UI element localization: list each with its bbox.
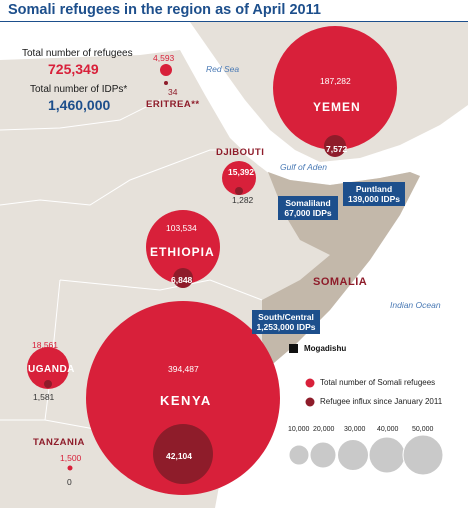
idp-box-somaliland: Somaliland 67,000 IDPs xyxy=(278,196,338,220)
scale-label-40000: 40,000 xyxy=(377,426,399,433)
kenya-influx: 42,104 xyxy=(166,451,192,461)
ethiopia-influx-circle xyxy=(173,268,193,288)
idp-value: 67,000 IDPs xyxy=(284,208,332,218)
scale-circle-40000 xyxy=(368,436,406,474)
scale-circle-20000 xyxy=(309,441,337,469)
yemen-name: YEMEN xyxy=(313,100,361,114)
uganda-influx: 1,581 xyxy=(33,392,55,402)
tanzania-influx: 0 xyxy=(67,477,72,487)
idp-box-puntland: Puntland 139,000 IDPs xyxy=(343,182,405,206)
page-title: Somali refugees in the region as of Apri… xyxy=(8,2,321,18)
uganda-name: UGANDA xyxy=(28,364,75,375)
idp-region: Somaliland xyxy=(285,198,331,208)
scale-label-10000: 10,000 xyxy=(288,426,310,433)
kenya-refugees: 394,487 xyxy=(168,364,199,374)
gulf-of-aden-label: Gulf of Aden xyxy=(280,162,327,172)
scale-circle-30000 xyxy=(337,439,369,471)
kenya-refugee-circle xyxy=(86,301,280,495)
legend-total-label: Total number of Somali refugees xyxy=(320,378,436,387)
djibouti-refugee-circle xyxy=(222,161,256,195)
red-sea-label: Red Sea xyxy=(206,64,240,74)
yemen-influx-circle xyxy=(324,135,346,157)
total-refugees-value: 725,349 xyxy=(48,61,99,77)
ethiopia-influx: 6,848 xyxy=(171,275,193,285)
tanzania-name: TANZANIA xyxy=(33,437,85,448)
indian-ocean-label: Indian Ocean xyxy=(390,300,441,310)
tanzania-refugee-circle xyxy=(67,465,73,471)
djibouti-name: DJIBOUTI xyxy=(216,147,265,158)
somalia-name: SOMALIA xyxy=(313,276,368,288)
eritrea-refugee-circle xyxy=(160,64,172,76)
tanzania-refugees: 1,500 xyxy=(60,453,82,463)
scale-label-50000: 50,000 xyxy=(412,426,434,433)
mogadishu-label: Mogadishu xyxy=(304,344,347,353)
ethiopia-name: ETHIOPIA xyxy=(150,245,215,259)
yemen-refugees: 187,282 xyxy=(320,76,351,86)
scale-label-30000: 30,000 xyxy=(344,426,366,433)
total-idps-label: Total number of IDPs* xyxy=(30,84,128,95)
eritrea-influx: 34 xyxy=(168,87,178,97)
eritrea-influx-circle xyxy=(164,81,168,85)
total-idps-value: 1,460,000 xyxy=(48,97,111,113)
ethiopia-refugee-circle xyxy=(146,210,220,284)
djibouti-refugees: 15,392 xyxy=(228,167,254,177)
legend-influx-swatch xyxy=(305,397,315,407)
total-refugees-label: Total number of refugees xyxy=(22,48,133,59)
yemen-influx: 7,572 xyxy=(326,144,348,154)
idp-value: 139,000 IDPs xyxy=(348,194,400,204)
yemen-refugee-circle xyxy=(273,26,397,150)
legend-influx-label: Refugee influx since January 2011 xyxy=(320,397,443,406)
scale-circle-50000 xyxy=(402,434,444,476)
eritrea-name: ERITREA** xyxy=(146,99,200,110)
eritrea-refugees: 4,593 xyxy=(153,53,175,63)
title-rule xyxy=(0,21,468,22)
legend-total-swatch xyxy=(305,378,315,388)
scale-label-20000: 20,000 xyxy=(313,426,335,433)
kenya-name: KENYA xyxy=(160,393,212,408)
scale-circle-10000 xyxy=(288,444,310,466)
uganda-refugee-circle xyxy=(27,347,69,389)
idp-region: Puntland xyxy=(355,184,393,194)
idp-value: 1,253,000 IDPs xyxy=(256,322,316,332)
uganda-refugees: 18,561 xyxy=(32,340,58,350)
idp-region: South/Central xyxy=(258,312,314,322)
kenya-influx-circle xyxy=(153,424,213,484)
uganda-influx-circle xyxy=(44,380,52,388)
mogadishu-marker xyxy=(289,344,298,353)
idp-box-south-central: South/Central 1,253,000 IDPs xyxy=(252,310,320,334)
djibouti-influx-circle xyxy=(235,187,243,195)
ethiopia-refugees: 103,534 xyxy=(166,223,197,233)
djibouti-influx: 1,282 xyxy=(232,195,254,205)
